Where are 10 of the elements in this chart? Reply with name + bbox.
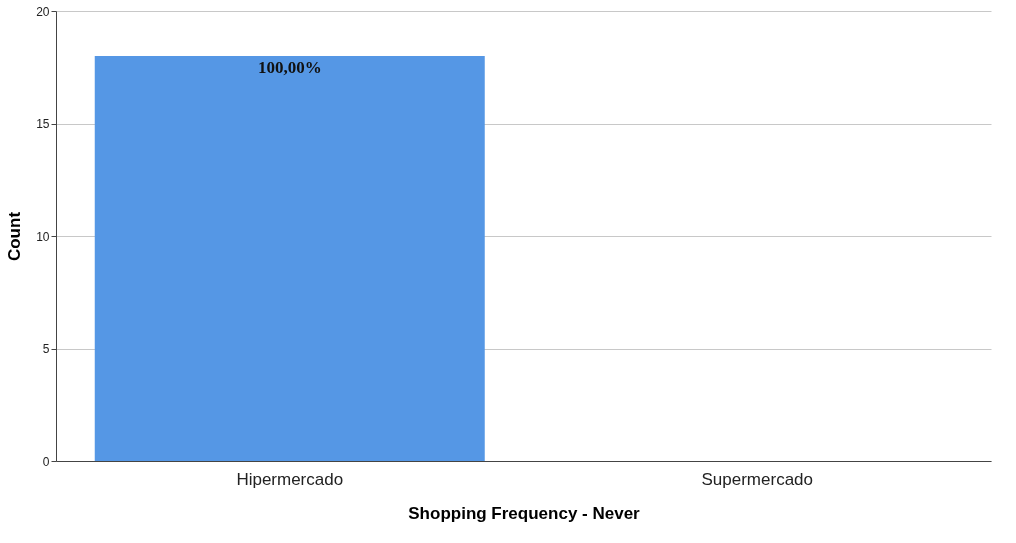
y-tick-label: 5 — [42, 342, 50, 356]
y-axis-title: Count — [5, 211, 25, 262]
y-tick-label: 20 — [36, 4, 50, 19]
annotation: 100,00% — [257, 58, 322, 77]
x-tick-label: Supermercado — [701, 469, 814, 489]
y-tick-label: 15 — [36, 117, 50, 131]
y-tick-label: 10 — [36, 229, 50, 244]
x-tick-label: Hipermercado — [236, 469, 344, 489]
y-tick-label: 0 — [42, 454, 50, 469]
x-axis-title: Shopping Frequency - Never — [408, 503, 641, 523]
